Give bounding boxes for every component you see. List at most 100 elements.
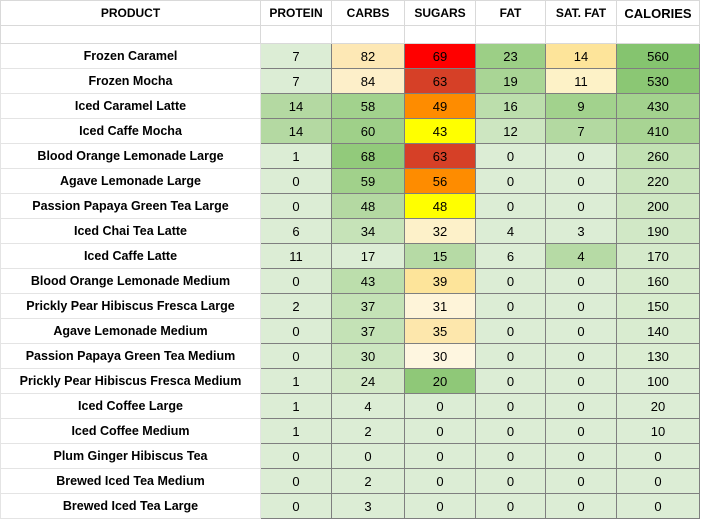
calories-cell: 140 [616,318,700,344]
header-product: PRODUCT [0,0,261,26]
calories-cell: 170 [616,243,700,269]
calories-cell: 220 [616,168,700,194]
header-sat-fat: SAT. FAT [545,0,617,26]
table-row: Iced Chai Tea Latte 6 34 32 4 3 190 [0,218,700,244]
product-name-cell: Passion Papaya Green Tea Large [0,193,261,219]
fat-cell: 0 [475,393,546,419]
header-row: PRODUCT PROTEIN CARBS SUGARS FAT SAT. FA… [0,0,700,26]
sugars-cell: 0 [404,393,476,419]
product-name-cell: Iced Caffe Latte [0,243,261,269]
fat-cell: 12 [475,118,546,144]
carbs-cell: 17 [331,243,405,269]
sat-fat-cell: 0 [545,193,617,219]
protein-cell: 6 [260,218,332,244]
calories-cell: 0 [616,443,700,469]
sugars-cell: 63 [404,68,476,94]
protein-cell: 1 [260,418,332,444]
protein-cell: 0 [260,318,332,344]
carbs-cell: 82 [331,43,405,69]
sat-fat-cell: 0 [545,143,617,169]
sugars-cell: 32 [404,218,476,244]
sat-fat-cell: 0 [545,418,617,444]
table-row: Brewed Iced Tea Medium 0 2 0 0 0 0 [0,468,700,494]
protein-cell: 0 [260,268,332,294]
product-name-cell: Plum Ginger Hibiscus Tea [0,443,261,469]
table-row: Prickly Pear Hibiscus Fresca Large 2 37 31 0… [0,293,700,319]
sugars-cell: 39 [404,268,476,294]
product-name-cell: Agave Lemonade Medium [0,318,261,344]
sugars-cell: 20 [404,368,476,394]
product-name-cell: Prickly Pear Hibiscus Fresca Large [0,293,261,319]
protein-cell: 1 [260,143,332,169]
sat-fat-cell: 7 [545,118,617,144]
calories-cell: 150 [616,293,700,319]
table-row: Agave Lemonade Large 0 59 56 0 0 220 [0,168,700,194]
calories-cell: 10 [616,418,700,444]
sat-fat-cell: 9 [545,93,617,119]
header-protein: PROTEIN [260,0,332,26]
fat-cell: 0 [475,418,546,444]
protein-cell: 0 [260,443,332,469]
spacer-row [0,25,700,44]
protein-cell: 0 [260,168,332,194]
calories-cell: 130 [616,343,700,369]
protein-cell: 0 [260,468,332,494]
fat-cell: 0 [475,493,546,519]
sugars-cell: 48 [404,193,476,219]
sugars-cell: 31 [404,293,476,319]
protein-cell: 7 [260,43,332,69]
fat-cell: 0 [475,443,546,469]
carbs-cell: 68 [331,143,405,169]
sugars-cell: 0 [404,418,476,444]
sat-fat-cell: 0 [545,443,617,469]
protein-cell: 7 [260,68,332,94]
carbs-cell: 2 [331,418,405,444]
sat-fat-cell: 0 [545,368,617,394]
calories-cell: 0 [616,493,700,519]
calories-cell: 0 [616,468,700,494]
table-row: Blood Orange Lemonade Medium 0 43 39 0 0 160 [0,268,700,294]
sat-fat-cell: 0 [545,468,617,494]
fat-cell: 16 [475,93,546,119]
sugars-cell: 49 [404,93,476,119]
table-row: Iced Caffe Latte 11 17 15 6 4 170 [0,243,700,269]
sugars-cell: 0 [404,493,476,519]
table-row: Brewed Iced Tea Large 0 3 0 0 0 0 [0,493,700,519]
table-row: Agave Lemonade Medium 0 37 35 0 0 140 [0,318,700,344]
protein-cell: 0 [260,343,332,369]
product-name-cell: Iced Caramel Latte [0,93,261,119]
carbs-cell: 0 [331,443,405,469]
protein-cell: 14 [260,118,332,144]
table-row: Passion Papaya Green Tea Large 0 48 48 0 0 200 [0,193,700,219]
header-fat: FAT [475,0,546,26]
table-row: Plum Ginger Hibiscus Tea 0 0 0 0 0 0 [0,443,700,469]
protein-cell: 14 [260,93,332,119]
fat-cell: 19 [475,68,546,94]
carbs-cell: 43 [331,268,405,294]
fat-cell: 0 [475,318,546,344]
carbs-cell: 60 [331,118,405,144]
fat-cell: 0 [475,343,546,369]
table-row: Frozen Caramel 7 82 69 23 14 560 [0,43,700,69]
carbs-cell: 84 [331,68,405,94]
carbs-cell: 4 [331,393,405,419]
fat-cell: 0 [475,468,546,494]
sat-fat-cell: 0 [545,293,617,319]
sat-fat-cell: 0 [545,393,617,419]
product-name-cell: Blood Orange Lemonade Large [0,143,261,169]
product-name-cell: Brewed Iced Tea Large [0,493,261,519]
product-name-cell: Passion Papaya Green Tea Medium [0,343,261,369]
calories-cell: 410 [616,118,700,144]
product-name-cell: Prickly Pear Hibiscus Fresca Medium [0,368,261,394]
calories-cell: 530 [616,68,700,94]
table-row: Passion Papaya Green Tea Medium 0 30 30 0 0 13… [0,343,700,369]
fat-cell: 0 [475,268,546,294]
protein-cell: 11 [260,243,332,269]
carbs-cell: 34 [331,218,405,244]
header-calories: CALORIES [616,0,700,26]
carbs-cell: 37 [331,318,405,344]
table-row: Iced Caramel Latte 14 58 49 16 9 430 [0,93,700,119]
calories-cell: 160 [616,268,700,294]
calories-cell: 200 [616,193,700,219]
